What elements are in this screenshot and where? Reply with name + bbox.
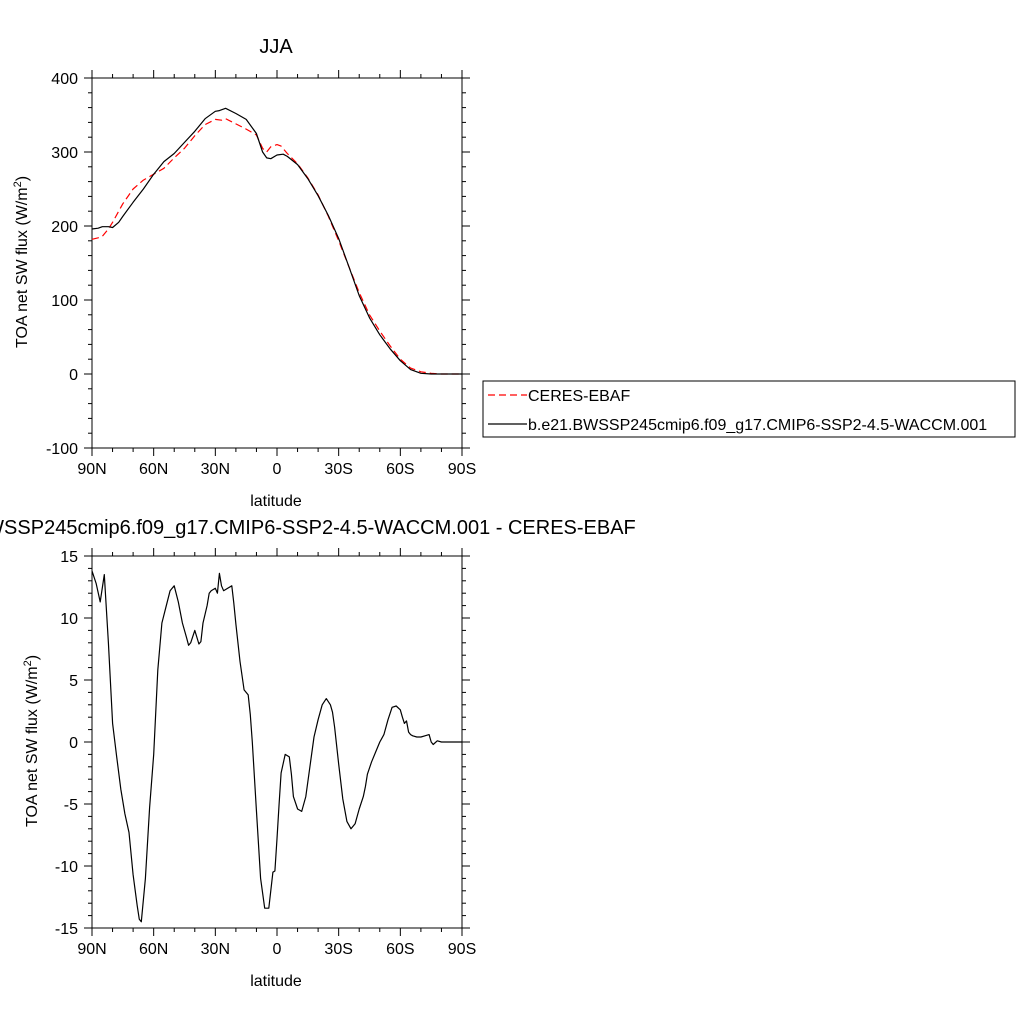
- x-tick-label: 30N: [201, 941, 230, 958]
- legend-label-model: b.e21.BWSSP245cmip6.f09_g17.CMIP6-SSP2-4…: [528, 417, 987, 434]
- y-tick-label: 200: [51, 219, 78, 236]
- y-tick-label: 300: [51, 145, 78, 162]
- panel-2-title: b.e21.BWSSP245cmip6.f09_g17.CMIP6-SSP2-4…: [0, 517, 636, 539]
- x-tick-label: 0: [273, 941, 282, 958]
- panel-2-xlabel: latitude: [250, 973, 302, 990]
- x-tick-label: 30S: [324, 941, 352, 958]
- panel-1-xlabel: latitude: [250, 493, 302, 510]
- x-tick-label: 0: [273, 461, 282, 478]
- x-tick-label: 60S: [386, 461, 414, 478]
- x-tick-label: 90S: [448, 461, 476, 478]
- plot-frame: [91, 77, 463, 449]
- y-tick-label: 10: [60, 611, 78, 628]
- plot-frame: [91, 555, 463, 929]
- y-tick-label: -10: [55, 859, 78, 876]
- series-line-b-e21-bwssp245cmip6-: [91, 107, 462, 375]
- legend-label-ceres: CERES-EBAF: [528, 388, 630, 405]
- x-tick-label: 90N: [77, 941, 106, 958]
- y-tick-label: 5: [69, 673, 78, 690]
- panel-1-title: JJA: [259, 36, 293, 58]
- y-tick-label: -5: [64, 797, 78, 814]
- series-line-ceres-ebaf: [91, 118, 462, 375]
- x-tick-label: 90N: [77, 461, 106, 478]
- panel-1-ylabel: TOA net SW flux (W/m2): [12, 176, 31, 348]
- series-line-difference: [91, 570, 462, 923]
- x-tick-label: 60S: [386, 941, 414, 958]
- x-tick-label: 60N: [139, 461, 168, 478]
- x-tick-label: 90S: [448, 941, 476, 958]
- x-tick-label: 30N: [201, 461, 230, 478]
- y-tick-label: 15: [60, 549, 78, 566]
- y-tick-label: 0: [69, 367, 78, 384]
- y-tick-label: 0: [69, 735, 78, 752]
- legend: CERES-EBAF b.e21.BWSSP245cmip6.f09_g17.C…: [482, 380, 1016, 438]
- y-tick-label: -100: [46, 441, 78, 458]
- x-tick-label: 30S: [324, 461, 352, 478]
- x-tick-label: 60N: [139, 941, 168, 958]
- panel-2-ylabel: TOA net SW flux (W/m2): [22, 655, 41, 827]
- y-tick-label: 400: [51, 71, 78, 88]
- panel-1: -100 0 100 200 300 400 90N 60N 30N 0 30S 60S 90S: [46, 70, 476, 478]
- panel-2: -15 -10 -5 0 5 10 15 90N 60N 30N 0 30S 60S 90S: [55, 548, 476, 958]
- y-tick-label: 100: [51, 293, 78, 310]
- y-tick-label: -15: [55, 921, 78, 938]
- legend-box: [482, 380, 1016, 438]
